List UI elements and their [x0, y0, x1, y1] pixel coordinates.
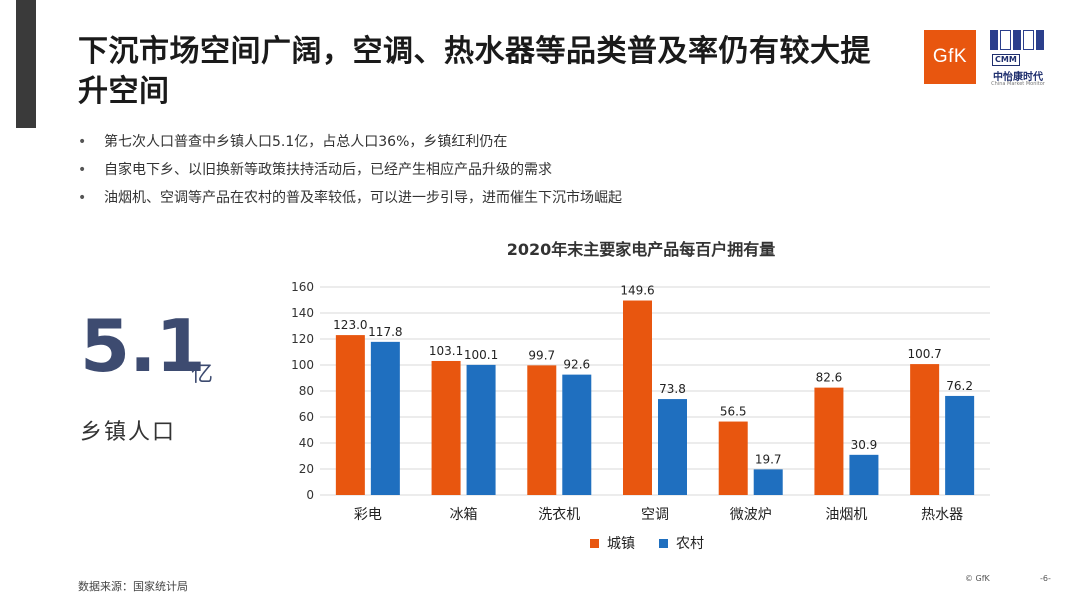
x-tick-label: 微波炉	[730, 507, 772, 523]
bullet-item: 自家电下乡、以旧换新等政策扶持活动后，已经产生相应产品升级的需求	[78, 156, 622, 184]
data-label: 82.6	[816, 371, 843, 385]
bar-rural	[753, 469, 783, 495]
bar-rural	[370, 341, 400, 495]
title-accent-bar	[16, 0, 36, 128]
legend-item-rural: 农村	[659, 533, 704, 553]
y-tick-label: 40	[299, 436, 314, 450]
legend-label-rural: 农村	[676, 536, 704, 552]
data-label: 123.0	[333, 318, 367, 332]
chart-title: 2020年末主要家电产品每百户拥有量	[506, 240, 776, 259]
y-tick-label: 100	[291, 358, 314, 372]
x-tick-label: 空调	[641, 507, 669, 523]
y-tick-label: 60	[299, 410, 314, 424]
bar-rural	[945, 395, 975, 495]
bar-urban	[623, 300, 652, 495]
legend-item-urban: 城镇	[590, 533, 635, 553]
page-number: -6-	[1040, 574, 1051, 583]
y-tick-label: 80	[299, 384, 314, 398]
population-unit: 亿	[191, 362, 214, 387]
bar-rural	[562, 374, 592, 495]
bar-rural	[466, 364, 496, 495]
bar-urban	[718, 421, 748, 495]
page-title: 下沉市场空间广阔，空调、热水器等品类普及率仍有较大提升空间	[78, 34, 871, 109]
y-tick-label: 140	[291, 306, 314, 320]
data-label: 103.1	[429, 344, 463, 358]
y-tick-label: 120	[291, 332, 314, 346]
chart-legend: 城镇 农村	[590, 533, 704, 553]
bullet-list: 第七次人口普查中乡镇人口5.1亿，占总人口36%，乡镇红利仍在 自家电下乡、以旧…	[78, 128, 622, 212]
y-tick-label: 160	[291, 280, 314, 294]
population-number: 5.1	[80, 304, 206, 388]
data-label: 117.8	[368, 325, 402, 339]
bar-urban	[814, 387, 844, 495]
x-tick-label: 冰箱	[450, 507, 478, 523]
bar-rural	[849, 454, 879, 495]
population-label: 乡镇人口	[80, 420, 177, 445]
x-tick-label: 热水器	[921, 507, 963, 523]
cmm-logo-english: China Market Monitor	[991, 81, 1045, 87]
data-label: 73.8	[659, 382, 686, 396]
data-label: 76.2	[946, 379, 973, 393]
bullet-item: 第七次人口普查中乡镇人口5.1亿，占总人口36%，乡镇红利仍在	[78, 128, 622, 156]
bar-urban	[335, 335, 365, 495]
gfk-logo: GfK	[924, 30, 976, 84]
data-label: 92.6	[563, 358, 590, 372]
data-label: 149.6	[620, 284, 654, 298]
data-label: 100.7	[907, 347, 941, 361]
bar-urban	[910, 364, 940, 495]
cmm-logo: CMM 中怡康时代 China Market Monitor	[988, 30, 1048, 87]
data-label: 56.5	[720, 405, 747, 419]
data-label: 30.9	[851, 438, 878, 452]
bar-urban	[527, 365, 557, 495]
cmm-logo-text: CMM	[992, 54, 1020, 66]
data-label: 100.1	[464, 348, 498, 362]
copyright: © GfK	[965, 574, 990, 583]
data-source: 数据来源：国家统计局	[78, 580, 188, 593]
legend-swatch-rural	[659, 538, 668, 548]
data-label: 19.7	[755, 452, 782, 466]
x-tick-label: 油烟机	[825, 507, 867, 523]
bar-rural	[658, 399, 687, 495]
y-tick-label: 0	[306, 488, 314, 502]
x-tick-label: 洗衣机	[538, 507, 580, 523]
y-tick-label: 20	[299, 462, 314, 476]
legend-swatch-urban	[590, 538, 599, 548]
bullet-item: 油烟机、空调等产品在农村的普及率较低，可以进一步引导，进而催生下沉市场崛起	[78, 184, 622, 212]
legend-label-urban: 城镇	[607, 536, 635, 552]
cmm-logo-chinese: 中怡康时代	[993, 72, 1043, 83]
bar-urban	[431, 360, 461, 495]
cmm-logo-mark	[990, 30, 1046, 50]
gfk-logo-text: GfK	[932, 46, 968, 67]
data-label: 99.7	[528, 348, 555, 362]
x-tick-label: 彩电	[354, 507, 382, 523]
